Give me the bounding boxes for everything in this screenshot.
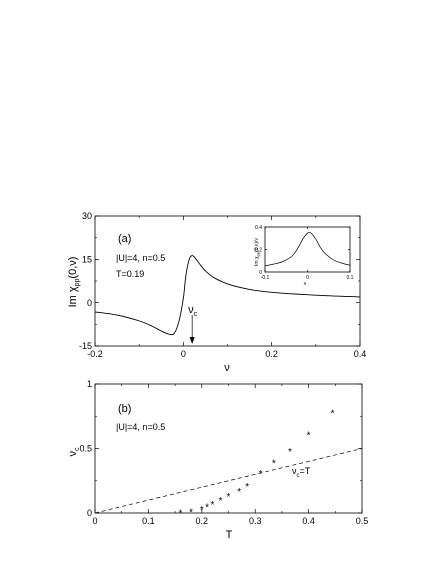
panel-b-point: * bbox=[189, 508, 193, 519]
inset-ticks: -0.1 0 0.100.20.4 bbox=[255, 225, 354, 281]
panel-b-annotation-params: |U|=4, n=0.5 bbox=[116, 422, 165, 432]
panel-a-ticks: -0.2 0 0.2 0.4 -15 0 15 30 bbox=[79, 211, 366, 359]
nu-c-arrow: νc bbox=[188, 304, 198, 344]
panel-b-point: * bbox=[200, 505, 204, 516]
panel-b-point: * bbox=[211, 500, 215, 511]
panel-a-annotation-params: |U|=4, n=0.5 bbox=[116, 253, 165, 263]
panel-b-point: * bbox=[288, 447, 292, 458]
panel-b-label: (b) bbox=[118, 403, 131, 415]
panel-b-ytick-label: 0.5 bbox=[79, 444, 92, 454]
inset-xlabel: ν bbox=[304, 281, 307, 287]
inset-xtick-label: 0.1 bbox=[347, 275, 354, 281]
reference-line-dashed bbox=[94, 448, 363, 514]
panel-b-point: * bbox=[227, 492, 231, 503]
inset-chart: -0.1 0 0.100.20.4 ν Im χpp(0,ν)/ν bbox=[254, 225, 354, 287]
inset-plot-frame bbox=[264, 226, 351, 273]
inset-series-line bbox=[264, 232, 351, 267]
panel-a-ytick-label: 30 bbox=[82, 211, 92, 221]
panel-a-series bbox=[94, 255, 361, 336]
panel-b-xtick-label: 0.5 bbox=[356, 516, 369, 526]
inset-ylabel: Im χpp(0,ν)/ν bbox=[254, 238, 261, 266]
panel-a-xtick-label: 0.2 bbox=[265, 349, 278, 359]
panel-a-ytick-label: 0 bbox=[87, 298, 92, 308]
panel-b-ticks: 0 0.1 0.2 0.3 0.4 0.5 0 0.5 1 bbox=[79, 379, 368, 526]
panel-b-xtick-label: 0 bbox=[92, 516, 97, 526]
panel-b-points: * * * * * * * * ****** bbox=[178, 408, 334, 519]
reference-line-label: νc=T bbox=[292, 466, 311, 479]
reference-line-nuc-equals-T bbox=[94, 448, 363, 514]
inset-ytick-label: 0.2 bbox=[255, 247, 262, 253]
panel-a-ytick-label: -15 bbox=[79, 341, 92, 351]
panel-a: -0.2 0 0.2 0.4 -15 0 15 30 (a) |U|=4, n=0.5 T=0… bbox=[67, 211, 366, 374]
nu-c-arrow-label: νc bbox=[188, 304, 198, 318]
nu-c-arrow-head bbox=[189, 337, 195, 344]
panel-b-ytick-label: 1 bbox=[87, 379, 92, 389]
panel-b-point: * bbox=[272, 459, 276, 470]
panel-b-xtick-label: 0.1 bbox=[142, 516, 155, 526]
inset-ytick-label: 0 bbox=[259, 270, 262, 276]
panel-a-frame bbox=[94, 215, 361, 347]
panel-a-series-line bbox=[94, 255, 361, 336]
panel-b-ytick-label: 0 bbox=[87, 508, 92, 518]
inset-ytick-label: 0.4 bbox=[255, 225, 262, 231]
panel-a-label: (a) bbox=[118, 233, 131, 245]
panel-b-point: * bbox=[331, 408, 335, 419]
panel-b-xtick-label: 0.2 bbox=[196, 516, 209, 526]
panel-b-ylabel: νc bbox=[67, 447, 81, 457]
panel-b-point: * bbox=[205, 503, 209, 514]
panel-b-point: * bbox=[178, 508, 182, 519]
panel-b-point: * bbox=[307, 430, 311, 441]
panel-b-xlabel: T bbox=[226, 529, 233, 541]
panel-b-xtick-label: 0.4 bbox=[302, 516, 315, 526]
panel-a-xtick-label: -0.2 bbox=[87, 349, 103, 359]
panel-b-point: * bbox=[245, 482, 249, 493]
panel-a-ylabel: Im χpp(0,ν) bbox=[67, 257, 81, 308]
panel-b-point: * bbox=[219, 496, 223, 507]
panel-a-xlabel: ν bbox=[224, 362, 230, 374]
panel-a-plot-frame bbox=[94, 215, 361, 347]
panel-a-xtick-label: 0 bbox=[181, 349, 186, 359]
panel-b: 0 0.1 0.2 0.3 0.4 0.500.51 * * * * * * * * ****** (b)… bbox=[67, 379, 368, 541]
panel-a-ytick-label: 15 bbox=[82, 254, 92, 264]
inset-xtick-label: 0 bbox=[306, 275, 309, 281]
panel-b-point: * bbox=[237, 487, 241, 498]
panel-a-annotation-temperature: T=0.19 bbox=[116, 269, 144, 279]
inset-series bbox=[264, 232, 351, 267]
inset-xtick-label: -0.1 bbox=[261, 275, 270, 281]
panel-b-xtick-label: 0.3 bbox=[249, 516, 262, 526]
panel-b-point: * bbox=[259, 469, 263, 480]
panel-a-xtick-label: 0.4 bbox=[354, 349, 367, 359]
inset-frame bbox=[264, 226, 351, 273]
